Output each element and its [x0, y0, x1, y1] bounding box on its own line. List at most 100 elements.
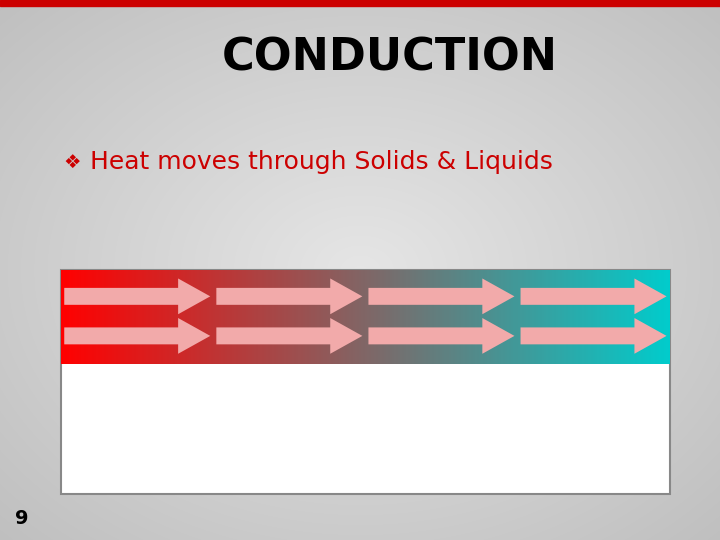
Bar — [104, 270, 107, 364]
Bar — [600, 270, 603, 364]
Bar — [185, 270, 187, 364]
Bar — [210, 270, 212, 364]
Bar — [155, 270, 157, 364]
Bar — [473, 270, 475, 364]
Bar — [233, 270, 236, 364]
Bar — [197, 270, 199, 364]
Bar — [570, 270, 572, 364]
Bar — [98, 270, 100, 364]
Bar — [384, 270, 386, 364]
Bar — [181, 270, 184, 364]
Bar — [652, 270, 654, 364]
Bar — [637, 270, 639, 364]
Bar — [166, 270, 169, 364]
Bar — [242, 270, 244, 364]
Bar — [367, 270, 370, 364]
Bar — [607, 270, 609, 364]
Bar — [294, 270, 297, 364]
Bar — [79, 270, 82, 364]
Text: ❖: ❖ — [63, 152, 81, 172]
Bar — [408, 270, 410, 364]
Bar — [361, 270, 364, 364]
Bar — [598, 270, 601, 364]
Bar — [414, 270, 417, 364]
Bar — [511, 270, 514, 364]
Bar — [572, 270, 575, 364]
Polygon shape — [64, 318, 210, 354]
Bar — [526, 270, 528, 364]
Bar — [562, 270, 564, 364]
Bar — [201, 270, 204, 364]
Bar — [544, 270, 546, 364]
Bar — [392, 270, 395, 364]
Bar — [144, 270, 147, 364]
Bar — [67, 270, 70, 364]
Bar — [347, 270, 350, 364]
Bar — [124, 270, 127, 364]
Bar — [621, 270, 624, 364]
Bar — [481, 270, 484, 364]
Bar — [451, 270, 453, 364]
Bar — [653, 270, 656, 364]
Bar — [416, 270, 418, 364]
Bar — [88, 270, 90, 364]
Bar — [341, 270, 343, 364]
Polygon shape — [216, 279, 362, 314]
Bar — [400, 270, 402, 364]
Bar — [177, 270, 179, 364]
Bar — [518, 270, 520, 364]
Bar — [120, 270, 122, 364]
Bar — [278, 270, 281, 364]
Bar — [315, 270, 318, 364]
Bar — [193, 270, 196, 364]
Bar — [309, 270, 311, 364]
Bar — [471, 270, 473, 364]
Bar — [302, 270, 305, 364]
Bar — [477, 270, 480, 364]
Bar — [390, 270, 392, 364]
Bar — [357, 270, 360, 364]
Bar — [300, 270, 303, 364]
Bar — [146, 270, 149, 364]
Bar — [213, 270, 216, 364]
Bar — [387, 270, 390, 364]
Bar — [238, 270, 240, 364]
Polygon shape — [521, 318, 667, 354]
Bar — [382, 270, 384, 364]
Bar — [220, 270, 222, 364]
Bar — [412, 270, 415, 364]
Bar — [191, 270, 194, 364]
Bar — [461, 270, 463, 364]
Text: 9: 9 — [15, 509, 29, 528]
Bar — [187, 270, 189, 364]
Bar — [520, 270, 522, 364]
Bar — [499, 270, 502, 364]
Bar — [463, 270, 465, 364]
Bar — [552, 270, 554, 364]
Bar — [667, 270, 670, 364]
Bar — [335, 270, 338, 364]
Bar — [633, 270, 636, 364]
Bar — [402, 270, 405, 364]
Bar — [112, 270, 114, 364]
Bar — [270, 270, 273, 364]
Bar — [459, 270, 462, 364]
Bar — [434, 270, 437, 364]
Bar — [410, 270, 413, 364]
Text: CONDUCTION: CONDUCTION — [222, 37, 558, 79]
Bar — [487, 270, 490, 364]
Bar — [530, 270, 532, 364]
Bar — [319, 270, 321, 364]
Bar — [217, 270, 220, 364]
Bar — [292, 270, 295, 364]
Bar — [365, 270, 368, 364]
Bar — [96, 270, 98, 364]
Bar — [576, 270, 579, 364]
Bar — [78, 270, 80, 364]
Bar — [538, 270, 540, 364]
Bar — [158, 270, 161, 364]
Bar — [560, 270, 562, 364]
Bar — [528, 270, 530, 364]
Bar — [548, 270, 551, 364]
Bar — [386, 270, 388, 364]
